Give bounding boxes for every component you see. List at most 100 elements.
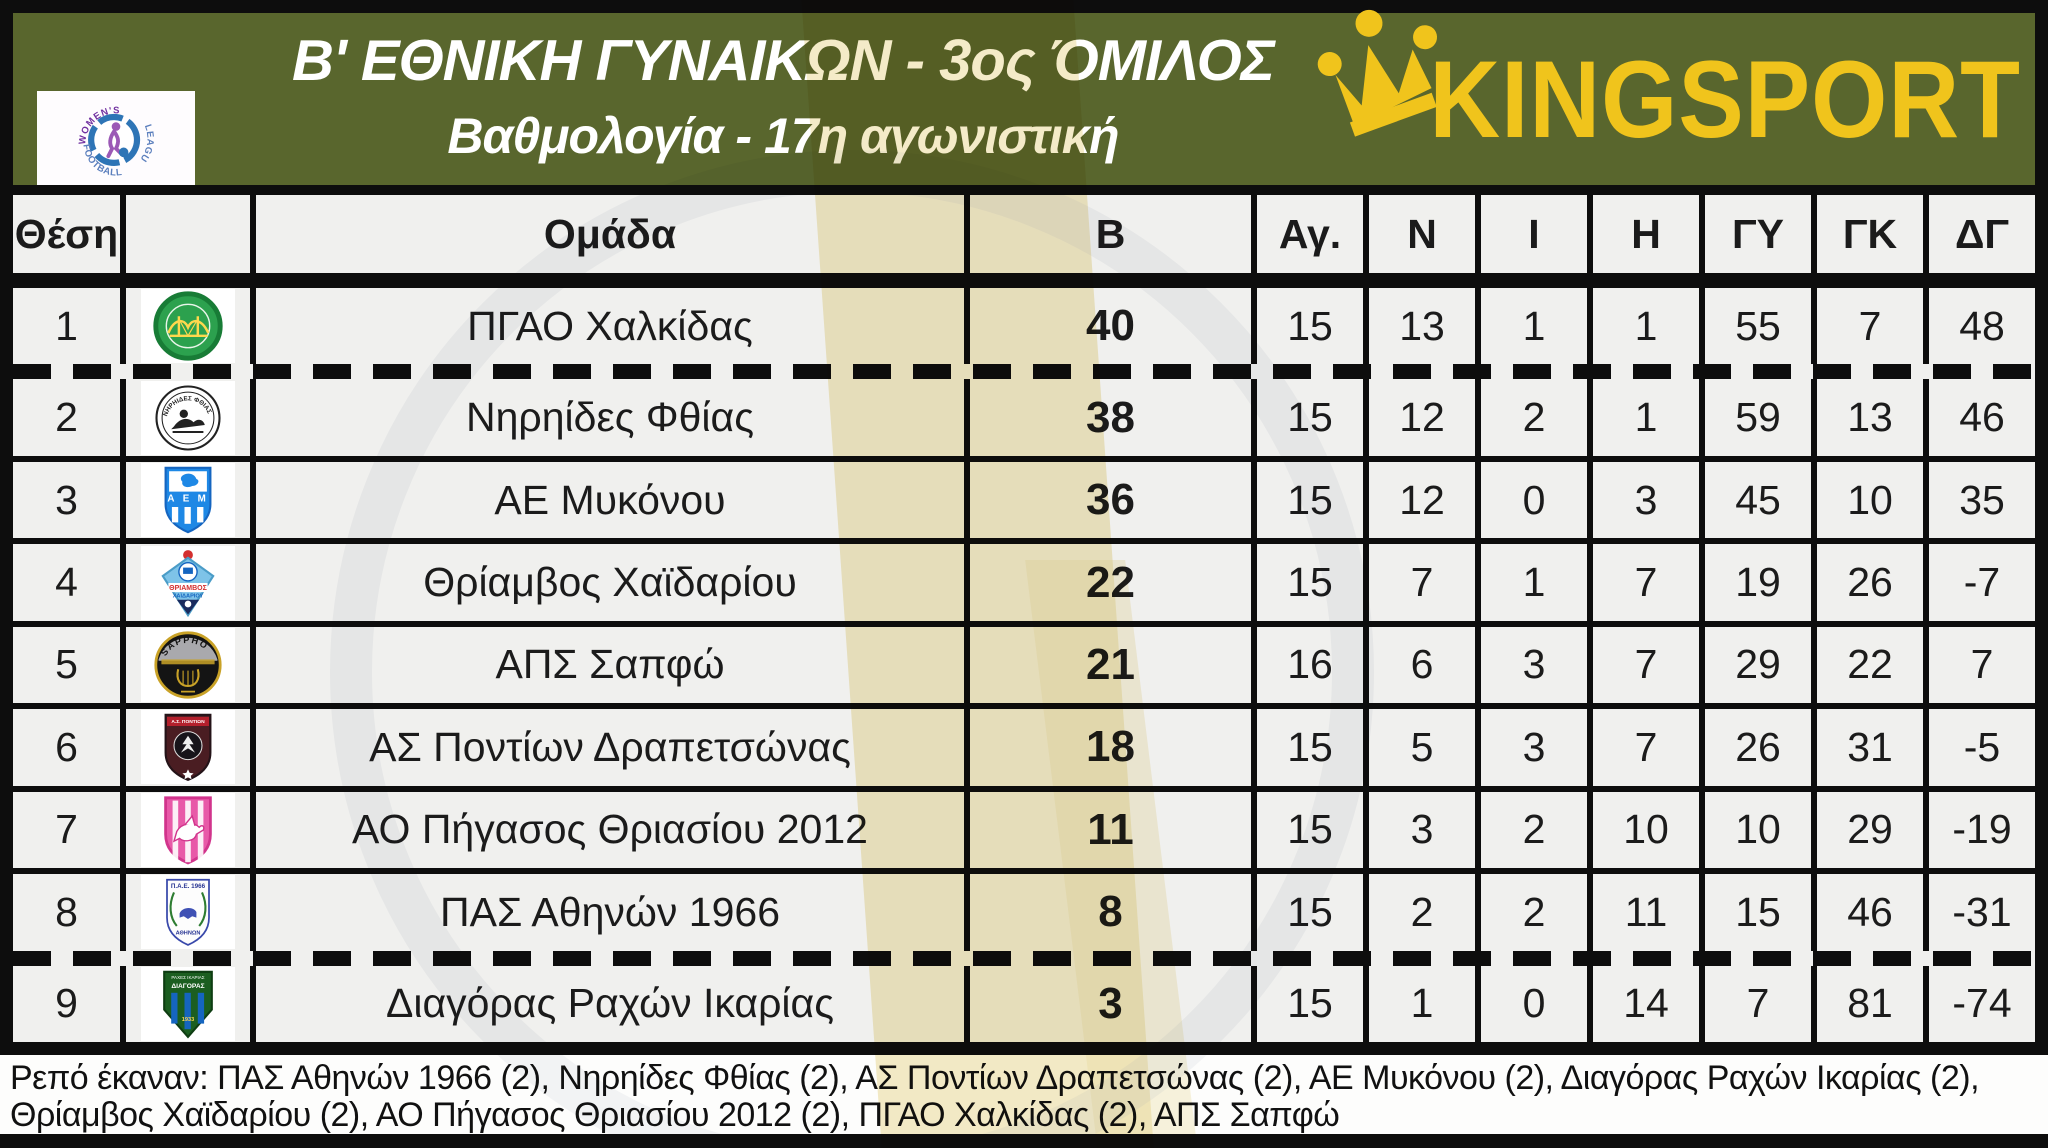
team-name: ΑΕ Μυκόνου	[256, 461, 970, 539]
points-cell: 3	[970, 965, 1257, 1042]
col-header-logo	[126, 195, 256, 273]
played-cell: 15	[1257, 874, 1369, 951]
team-logo-pas-athinon-icon: Π.Α.Ε. 1966 ΑΘΗΝΩΝ	[166, 879, 210, 947]
kingsport-logo: KINGSPORT	[1313, 9, 2021, 179]
team-logo-cell: ΡΑΧΕΣ ΙΚΑΡΙΑΣ ΔΙΑΓΟΡΑΣ 1933	[126, 965, 256, 1042]
goals-against-cell: 31	[1817, 709, 1929, 786]
table-row: 4 ΘΡΙΑΜΒΟΣ ΧΑΪΔΑΡΙΟΥ Θρίαμβος Χαϊδαρί	[13, 544, 2035, 627]
played-cell: 15	[1257, 288, 1369, 365]
team-name: Νηρηίδες Φθίας	[256, 379, 970, 456]
draws-cell: 2	[1481, 874, 1593, 951]
goals-against-cell: 26	[1817, 544, 1929, 621]
position-cell: 9	[13, 965, 126, 1042]
svg-text:Α Ε Μ: Α Ε Μ	[167, 493, 208, 504]
played-cell: 15	[1257, 791, 1369, 869]
crown-icon	[1318, 9, 1438, 137]
svg-text:Α.Σ. ΠΟΝΤΙΩΝ: Α.Σ. ΠΟΝΤΙΩΝ	[171, 720, 205, 726]
draws-cell: 0	[1481, 965, 1593, 1042]
col-header-wins: Ν	[1369, 195, 1481, 273]
points-cell: 38	[970, 379, 1257, 456]
draws-cell: 1	[1481, 544, 1593, 621]
col-header-played: Αγ.	[1257, 195, 1369, 273]
page-title: Β' ΕΘΝΙΚΗ ΓΥΝΑΙΚΩΝ - 3ος ΌΜΙΛΟΣ	[292, 28, 1275, 93]
goal-diff-cell: -74	[1952, 980, 2012, 1027]
team-logo-ae-mykonou-icon: Α Ε Μ	[164, 466, 212, 534]
goal-diff-cell: 7	[1970, 641, 1994, 688]
relegation-line	[13, 950, 2035, 966]
table-row: 7 ΑΟ Πήγασος Θριασίου 2012 11 15 3 2	[13, 791, 2035, 875]
svg-text:ΔΙΑΓΟΡΑΣ: ΔΙΑΓΟΡΑΣ	[171, 983, 204, 990]
team-logo-cell: Α Ε Μ	[126, 461, 256, 539]
draws-cell: 3	[1481, 626, 1593, 704]
wins-cell: 6	[1369, 626, 1481, 704]
losses-cell: 3	[1593, 461, 1705, 539]
col-header-goal-diff: ΔΓ	[1954, 210, 2010, 257]
team-name: ΠΑΣ Αθηνών 1966	[256, 874, 970, 951]
goals-for-cell: 15	[1705, 874, 1817, 951]
goals-against-cell: 10	[1817, 461, 1929, 539]
position-cell: 7	[13, 791, 126, 869]
goal-diff-cell: 46	[1959, 394, 2005, 441]
wins-cell: 13	[1369, 288, 1481, 365]
draws-cell: 2	[1481, 791, 1593, 869]
svg-text:1933: 1933	[182, 1017, 194, 1023]
team-logo-aps-sappho-icon: SAPPHO	[154, 631, 222, 699]
played-cell: 16	[1257, 626, 1369, 704]
team-name: ΠΓΑΟ Χαλκίδας	[256, 288, 970, 365]
position-cell: 4	[13, 544, 126, 621]
svg-text:ΑΘΗΝΩΝ: ΑΘΗΝΩΝ	[176, 931, 201, 937]
points-cell: 22	[970, 544, 1257, 621]
team-logo-cell: ΘΡΙΑΜΒΟΣ ΧΑΪΔΑΡΙΟΥ	[126, 544, 256, 621]
team-logo-pgao-chalkidas-icon	[153, 291, 223, 361]
losses-cell: 7	[1593, 709, 1705, 786]
table-row: 6 Α.Σ. ΠΟΝΤΙΩΝ ΑΣ Ποντίων Δραπετσώνας 18…	[13, 709, 2035, 792]
position-cell: 6	[13, 709, 126, 786]
points-cell: 11	[970, 791, 1257, 869]
goals-against-cell: 29	[1817, 791, 1929, 869]
standings-table-body: 1 ΠΓΑΟ Χαλκίδας 40 15	[13, 288, 2035, 1042]
goal-diff-cell: 35	[1959, 476, 2005, 523]
position-cell: 1	[13, 288, 126, 365]
team-name: ΑΟ Πήγασος Θριασίου 2012	[256, 791, 970, 869]
table-row: 8 Π.Α.Ε. 1966 ΑΘΗΝΩΝ ΠΑΣ Αθηνών 1966 8	[13, 874, 2035, 951]
goal-diff-cell: -7	[1963, 559, 2001, 606]
table-row: 3 Α Ε Μ ΑΕ Μυκόνου 36 15 12	[13, 461, 2035, 545]
header-band: WOMEN'S FOOTBALL LEAGUE Β' ΕΘΝΙΚΗ ΓΥΝΑΙΚ…	[13, 9, 2035, 195]
points-cell: 36	[970, 461, 1257, 539]
team-logo-cell: Α.Σ. ΠΟΝΤΙΩΝ	[126, 709, 256, 786]
goals-against-cell: 81	[1817, 965, 1929, 1042]
team-logo-cell: Π.Α.Ε. 1966 ΑΘΗΝΩΝ	[126, 874, 256, 951]
goals-for-cell: 55	[1705, 288, 1817, 365]
points-cell: 21	[970, 626, 1257, 704]
played-cell: 15	[1257, 379, 1369, 456]
draws-cell: 0	[1481, 461, 1593, 539]
bottom-border-bar	[0, 1134, 2048, 1148]
losses-cell: 7	[1593, 544, 1705, 621]
goal-diff-cell: 48	[1959, 302, 2005, 349]
points-cell: 40	[970, 288, 1257, 365]
page-subtitle: Βαθμολογία - 17η αγωνιστική	[447, 108, 1119, 164]
goals-against-cell: 46	[1817, 874, 1929, 951]
played-cell: 15	[1257, 965, 1369, 1042]
col-header-points: Β	[970, 195, 1257, 273]
wins-cell: 2	[1369, 874, 1481, 951]
col-header-goals-against: ΓΚ	[1817, 195, 1929, 273]
goals-for-cell: 29	[1705, 626, 1817, 704]
team-logo-nereides-fthias-icon: ΝΗΡΗΙΔΕΣ ΦΘΙΑΣ	[155, 385, 221, 451]
wins-cell: 1	[1369, 965, 1481, 1042]
team-logo-ao-pegasos-thriasiou-icon	[164, 796, 212, 865]
rest-note: Ρεπό έκαναν: ΠΑΣ Αθηνών 1966 (2), Νηρηίδ…	[0, 1055, 2048, 1134]
points-cell: 8	[970, 874, 1257, 951]
col-header-goals-for: ΓΥ	[1705, 195, 1817, 273]
losses-cell: 1	[1593, 288, 1705, 365]
svg-text:ΘΡΙΑΜΒΟΣ: ΘΡΙΑΜΒΟΣ	[169, 585, 207, 592]
team-logo-cell: SAPPHO	[126, 626, 256, 704]
points-cell: 18	[970, 709, 1257, 786]
goals-for-cell: 59	[1705, 379, 1817, 456]
svg-text:Π.Α.Ε. 1966: Π.Α.Ε. 1966	[171, 883, 206, 890]
team-logo-cell	[126, 288, 256, 365]
team-logo-cell: ΝΗΡΗΙΔΕΣ ΦΘΙΑΣ	[126, 379, 256, 456]
team-name: ΑΠΣ Σαπφώ	[256, 626, 970, 704]
losses-cell: 11	[1593, 874, 1705, 951]
